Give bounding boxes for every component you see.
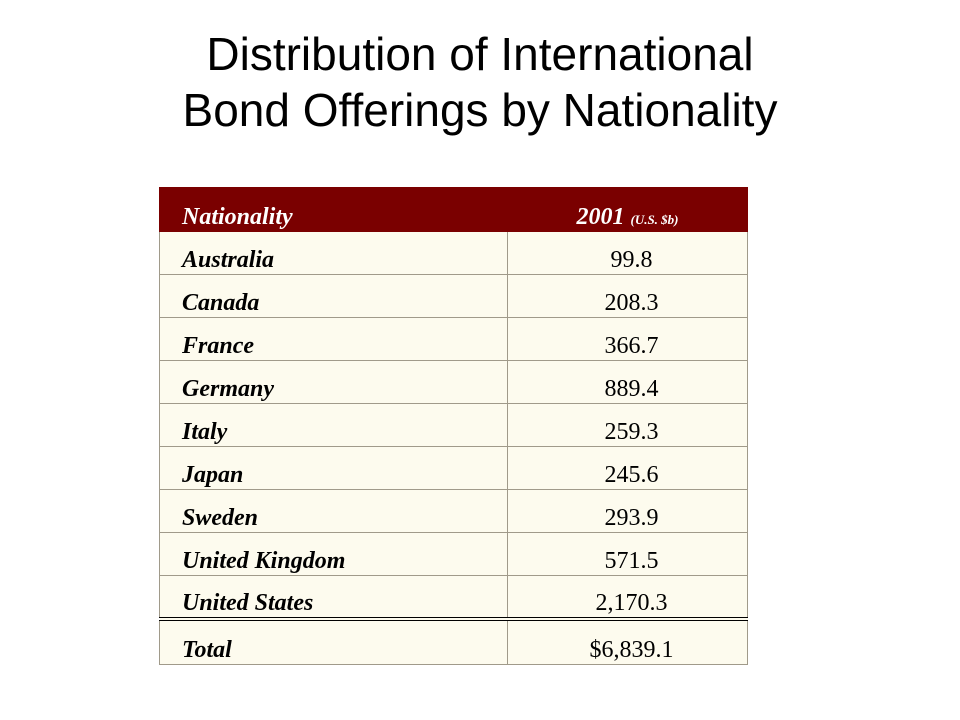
value-cell: 99.8 — [507, 231, 748, 275]
nationality-cell: Sweden — [159, 489, 508, 533]
slide-title-line-2: Bond Offerings by Nationality — [182, 84, 778, 136]
value-cell: 245.6 — [507, 446, 748, 490]
total-label-cell: Total — [159, 616, 508, 665]
table-row: Canada 208.3 — [159, 274, 748, 318]
slide-title-line-1: Distribution of International — [206, 28, 754, 80]
table-row: Germany 889.4 — [159, 360, 748, 404]
total-value-cell: $6,839.1 — [507, 616, 748, 665]
slide-title: Distribution of International Bond Offer… — [0, 26, 960, 138]
nationality-cell: Germany — [159, 360, 508, 404]
value-cell: 889.4 — [507, 360, 748, 404]
nationality-cell: Japan — [159, 446, 508, 490]
table-header-row: Nationality 2001 (U.S. $b) — [159, 187, 748, 232]
nationality-cell: United States — [159, 575, 508, 619]
value-cell: 208.3 — [507, 274, 748, 318]
table-row: Italy 259.3 — [159, 403, 748, 447]
total-row: Total $6,839.1 — [159, 616, 748, 665]
value-cell: 259.3 — [507, 403, 748, 447]
value-cell: 293.9 — [507, 489, 748, 533]
nationality-cell: Australia — [159, 231, 508, 275]
table-row: Sweden 293.9 — [159, 489, 748, 533]
nationality-column-header: Nationality — [159, 187, 508, 232]
table-row: Japan 245.6 — [159, 446, 748, 490]
value-cell: 571.5 — [507, 532, 748, 576]
table-row: United States 2,170.3 — [159, 575, 748, 619]
table-row: Australia 99.8 — [159, 231, 748, 275]
nationality-cell: Italy — [159, 403, 508, 447]
value-cell: 2,170.3 — [507, 575, 748, 619]
year-label: 2001 — [576, 204, 625, 230]
table-row: France 366.7 — [159, 317, 748, 361]
nationality-cell: Canada — [159, 274, 508, 318]
bond-offerings-table: Nationality 2001 (U.S. $b) Australia 99.… — [159, 187, 748, 665]
nationality-cell: France — [159, 317, 508, 361]
unit-label: (U.S. $b) — [630, 212, 679, 227]
value-cell: 366.7 — [507, 317, 748, 361]
table-row: United Kingdom 571.5 — [159, 532, 748, 576]
nationality-cell: United Kingdom — [159, 532, 508, 576]
year-column-header: 2001 (U.S. $b) — [507, 187, 748, 232]
